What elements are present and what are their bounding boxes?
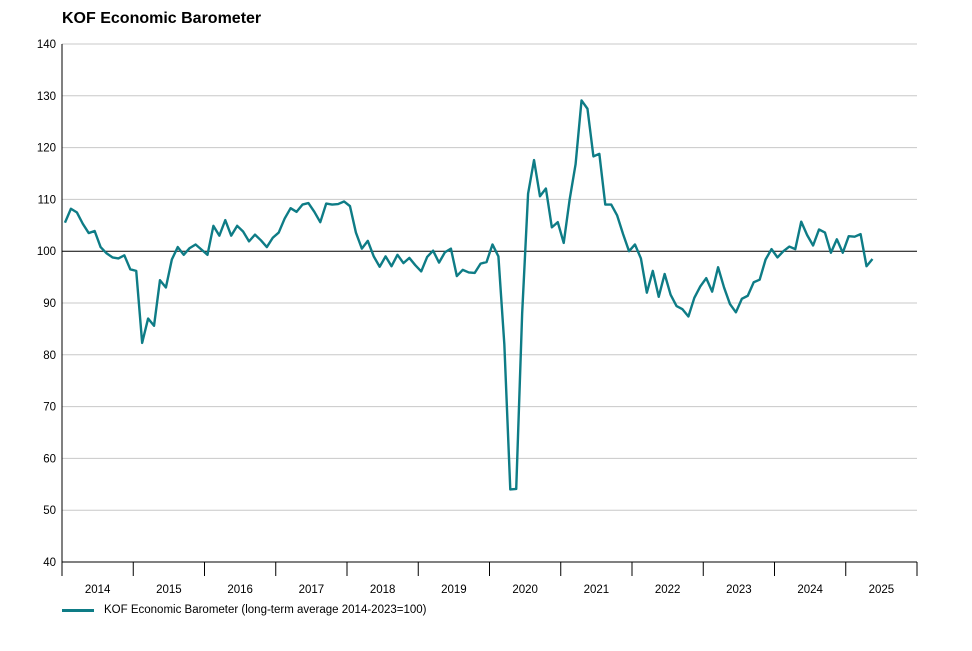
x-tick-label-2025: 2025 bbox=[869, 584, 895, 596]
x-tick-label-2019: 2019 bbox=[441, 584, 467, 596]
y-tick-label-100: 100 bbox=[37, 246, 56, 258]
x-tick-label-2023: 2023 bbox=[726, 584, 752, 596]
x-axis: 2014 2015 2016 2017 2018 2019 2020 2021 2022 2023… bbox=[61, 561, 918, 596]
y-tick-label-140: 140 bbox=[37, 39, 56, 51]
legend-label: KOF Economic Barometer (long-term averag… bbox=[104, 604, 427, 616]
y-tick-label-60: 60 bbox=[43, 453, 56, 465]
y-tick-label-130: 130 bbox=[37, 91, 56, 103]
legend-swatch bbox=[62, 608, 94, 612]
x-tick-label-2020: 2020 bbox=[512, 584, 538, 596]
x-tick-label-2014: 2014 bbox=[85, 584, 111, 596]
y-tick-label-80: 80 bbox=[43, 350, 56, 362]
y-tick-label-120: 120 bbox=[37, 143, 56, 155]
y-tick-label-90: 90 bbox=[43, 298, 56, 310]
x-tick-label-2024: 2024 bbox=[797, 584, 823, 596]
x-tick-label-2015: 2015 bbox=[156, 584, 182, 596]
y-tick-label-110: 110 bbox=[38, 194, 56, 206]
x-tick-label-2022: 2022 bbox=[655, 584, 681, 596]
x-tick-label-2016: 2016 bbox=[227, 584, 253, 596]
series-line bbox=[63, 99, 874, 491]
x-tick-label-2021: 2021 bbox=[584, 584, 610, 596]
y-tick-label-70: 70 bbox=[43, 402, 56, 414]
y-tick-label-40: 40 bbox=[43, 557, 56, 569]
x-tick-label-2018: 2018 bbox=[370, 584, 396, 596]
legend: KOF Economic Barometer (long-term averag… bbox=[62, 604, 426, 616]
x-tick-label-2017: 2017 bbox=[299, 584, 325, 596]
grid-lines bbox=[62, 43, 917, 511]
y-axis: 40 50 60 70 80 90 100 110 120 130 140 bbox=[37, 39, 63, 569]
chart-title: KOF Economic Barometer bbox=[62, 10, 262, 27]
y-tick-label-50: 50 bbox=[43, 505, 56, 517]
